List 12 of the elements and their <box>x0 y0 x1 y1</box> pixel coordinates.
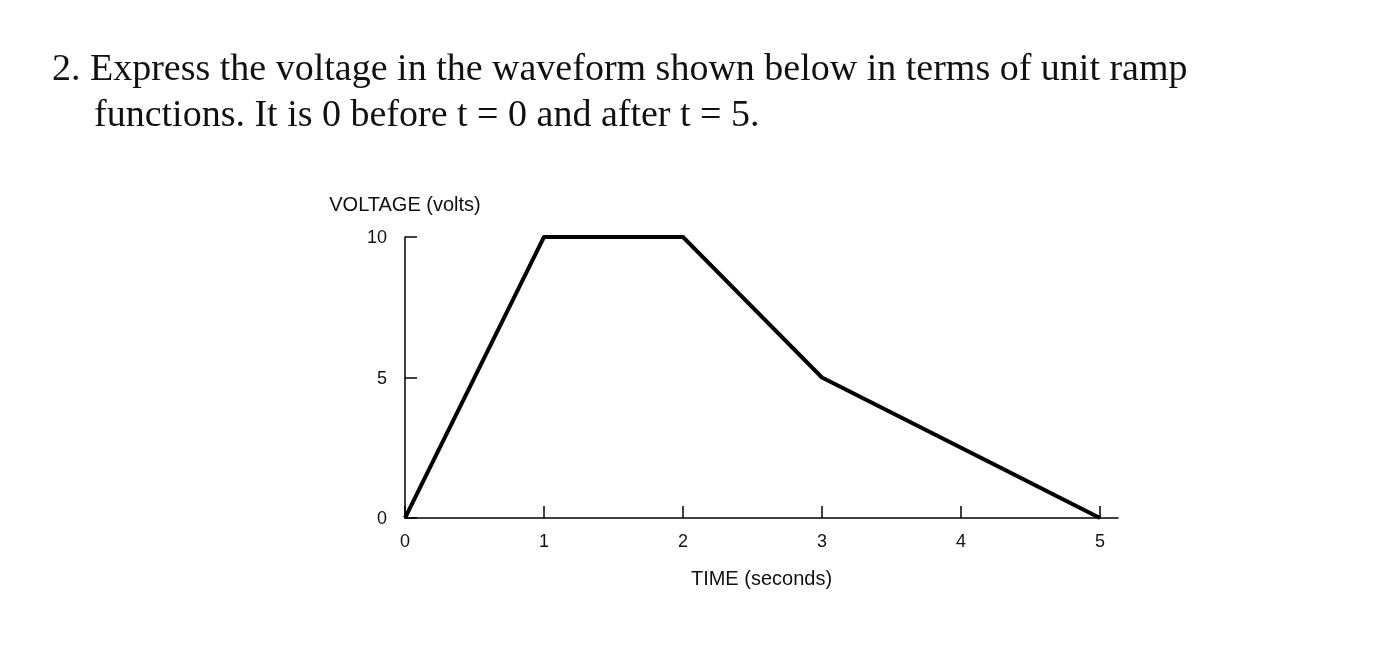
x-axis-title: TIME (seconds) <box>690 567 833 589</box>
x-tick-label: 3 <box>816 531 827 551</box>
x-tick-label: 1 <box>538 531 549 551</box>
x-tick-label: 5 <box>1094 531 1105 551</box>
y-tick-label: 5 <box>376 367 387 388</box>
x-tick-label: 2 <box>677 531 688 551</box>
chart-title: 2. Express the voltage in the waveform shown below in terms of unit ramp functions. It is 0 before t = 0 and after t = 5. <box>52 45 1189 136</box>
x-tick-label: 0 <box>399 531 411 551</box>
y-axis-title: VOLTAGE (volts) <box>329 193 481 215</box>
x-tick-label: 4 <box>955 531 966 551</box>
y-tick-label: 0 <box>376 508 387 528</box>
y-tick-label: 10 <box>366 227 387 247</box>
